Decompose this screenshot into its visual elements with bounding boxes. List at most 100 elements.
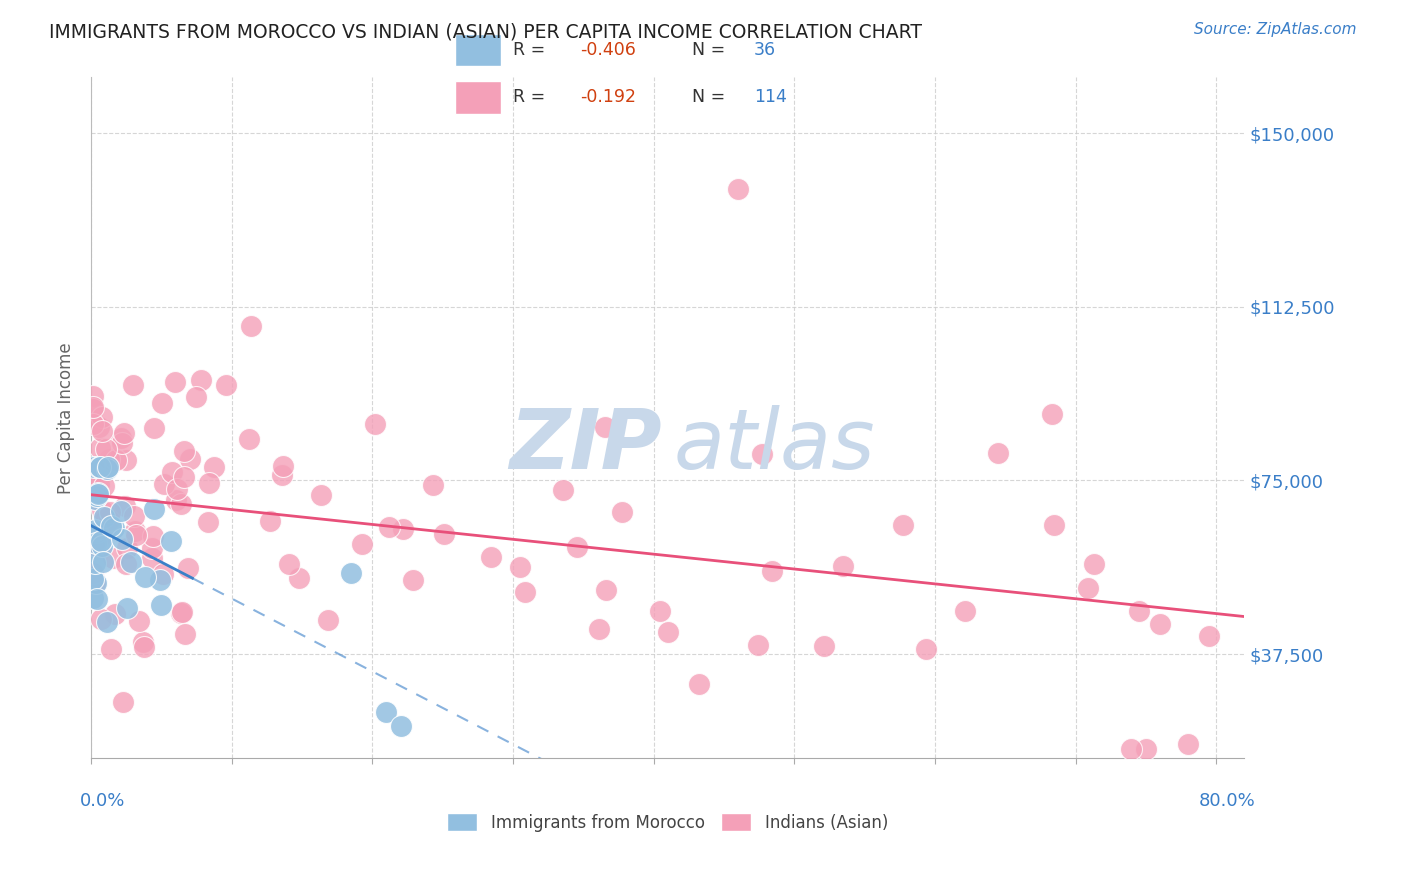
Point xyxy=(271,467,294,482)
Point xyxy=(259,514,281,528)
Text: 114: 114 xyxy=(754,88,787,106)
Point xyxy=(90,533,112,548)
Point xyxy=(90,503,112,517)
Point xyxy=(238,432,260,446)
Point xyxy=(165,493,187,508)
Point xyxy=(103,520,125,534)
Point xyxy=(832,558,855,573)
Point xyxy=(100,519,122,533)
Point xyxy=(610,504,633,518)
Point xyxy=(89,459,111,474)
Point xyxy=(1043,518,1066,533)
Point xyxy=(122,508,145,523)
Point xyxy=(240,318,263,333)
Point xyxy=(186,391,208,405)
Text: -0.192: -0.192 xyxy=(579,88,636,106)
Point xyxy=(115,557,138,571)
Point xyxy=(160,534,183,549)
Point xyxy=(90,612,112,626)
Point xyxy=(100,642,122,657)
Text: 80.0%: 80.0% xyxy=(1199,792,1256,810)
Point xyxy=(163,376,186,390)
Point xyxy=(152,567,174,582)
Point xyxy=(761,564,783,578)
Point xyxy=(84,556,107,570)
Point xyxy=(105,452,128,467)
Point xyxy=(87,487,110,501)
Point xyxy=(915,641,938,656)
Point xyxy=(125,528,148,542)
Point xyxy=(82,572,104,586)
Point xyxy=(177,561,200,575)
Point xyxy=(86,591,108,606)
Text: 0.0%: 0.0% xyxy=(80,792,125,810)
Point xyxy=(89,441,111,455)
Point xyxy=(124,524,146,538)
Point xyxy=(98,451,121,466)
Text: 36: 36 xyxy=(754,41,776,59)
Point xyxy=(131,634,153,648)
Point xyxy=(128,615,150,629)
Point xyxy=(198,475,221,490)
Point xyxy=(96,459,118,474)
Point xyxy=(87,459,110,474)
Point xyxy=(1128,604,1150,618)
Point xyxy=(1149,617,1171,632)
Point xyxy=(84,523,107,537)
Point xyxy=(433,526,456,541)
Point xyxy=(1135,742,1157,756)
Point xyxy=(98,513,121,527)
Point xyxy=(1177,738,1199,752)
Point xyxy=(83,475,105,490)
Point xyxy=(121,377,143,392)
Point xyxy=(588,622,610,636)
Text: Source: ZipAtlas.com: Source: ZipAtlas.com xyxy=(1194,22,1357,37)
Text: atlas: atlas xyxy=(673,405,875,485)
Text: R =: R = xyxy=(513,88,551,106)
Point xyxy=(150,395,173,409)
Point xyxy=(197,515,219,529)
Text: N =: N = xyxy=(692,88,731,106)
Point xyxy=(160,465,183,479)
Point xyxy=(565,540,588,554)
Point xyxy=(110,504,132,518)
Point xyxy=(1083,557,1105,571)
Point xyxy=(91,555,114,569)
Point xyxy=(190,373,212,387)
Point xyxy=(141,541,163,556)
Point xyxy=(132,640,155,655)
Point xyxy=(83,459,105,474)
Point xyxy=(82,591,104,605)
Point xyxy=(86,489,108,503)
Point xyxy=(170,497,193,511)
Point xyxy=(553,483,575,498)
Point xyxy=(166,482,188,496)
Text: N =: N = xyxy=(692,41,731,59)
Point xyxy=(364,417,387,432)
Point xyxy=(98,505,121,519)
Point xyxy=(953,604,976,618)
Point xyxy=(87,477,110,491)
Point xyxy=(202,459,225,474)
Point xyxy=(141,550,163,565)
Point xyxy=(90,424,112,438)
Point xyxy=(751,447,773,461)
Point xyxy=(149,573,172,587)
Point xyxy=(1040,407,1063,421)
Point xyxy=(111,436,134,450)
Point xyxy=(86,536,108,550)
Point xyxy=(688,677,710,691)
Point xyxy=(143,421,166,435)
Point xyxy=(352,537,374,551)
Point xyxy=(593,419,616,434)
Point xyxy=(94,513,117,527)
Text: IMMIGRANTS FROM MOROCCO VS INDIAN (ASIAN) PER CAPITA INCOME CORRELATION CHART: IMMIGRANTS FROM MOROCCO VS INDIAN (ASIAN… xyxy=(49,22,922,41)
Point xyxy=(82,566,104,581)
FancyBboxPatch shape xyxy=(456,81,501,113)
Point xyxy=(278,557,301,571)
Point xyxy=(316,614,339,628)
Point xyxy=(509,560,531,574)
Point xyxy=(82,417,104,432)
Point xyxy=(1077,581,1099,595)
Text: ZIP: ZIP xyxy=(509,405,662,485)
